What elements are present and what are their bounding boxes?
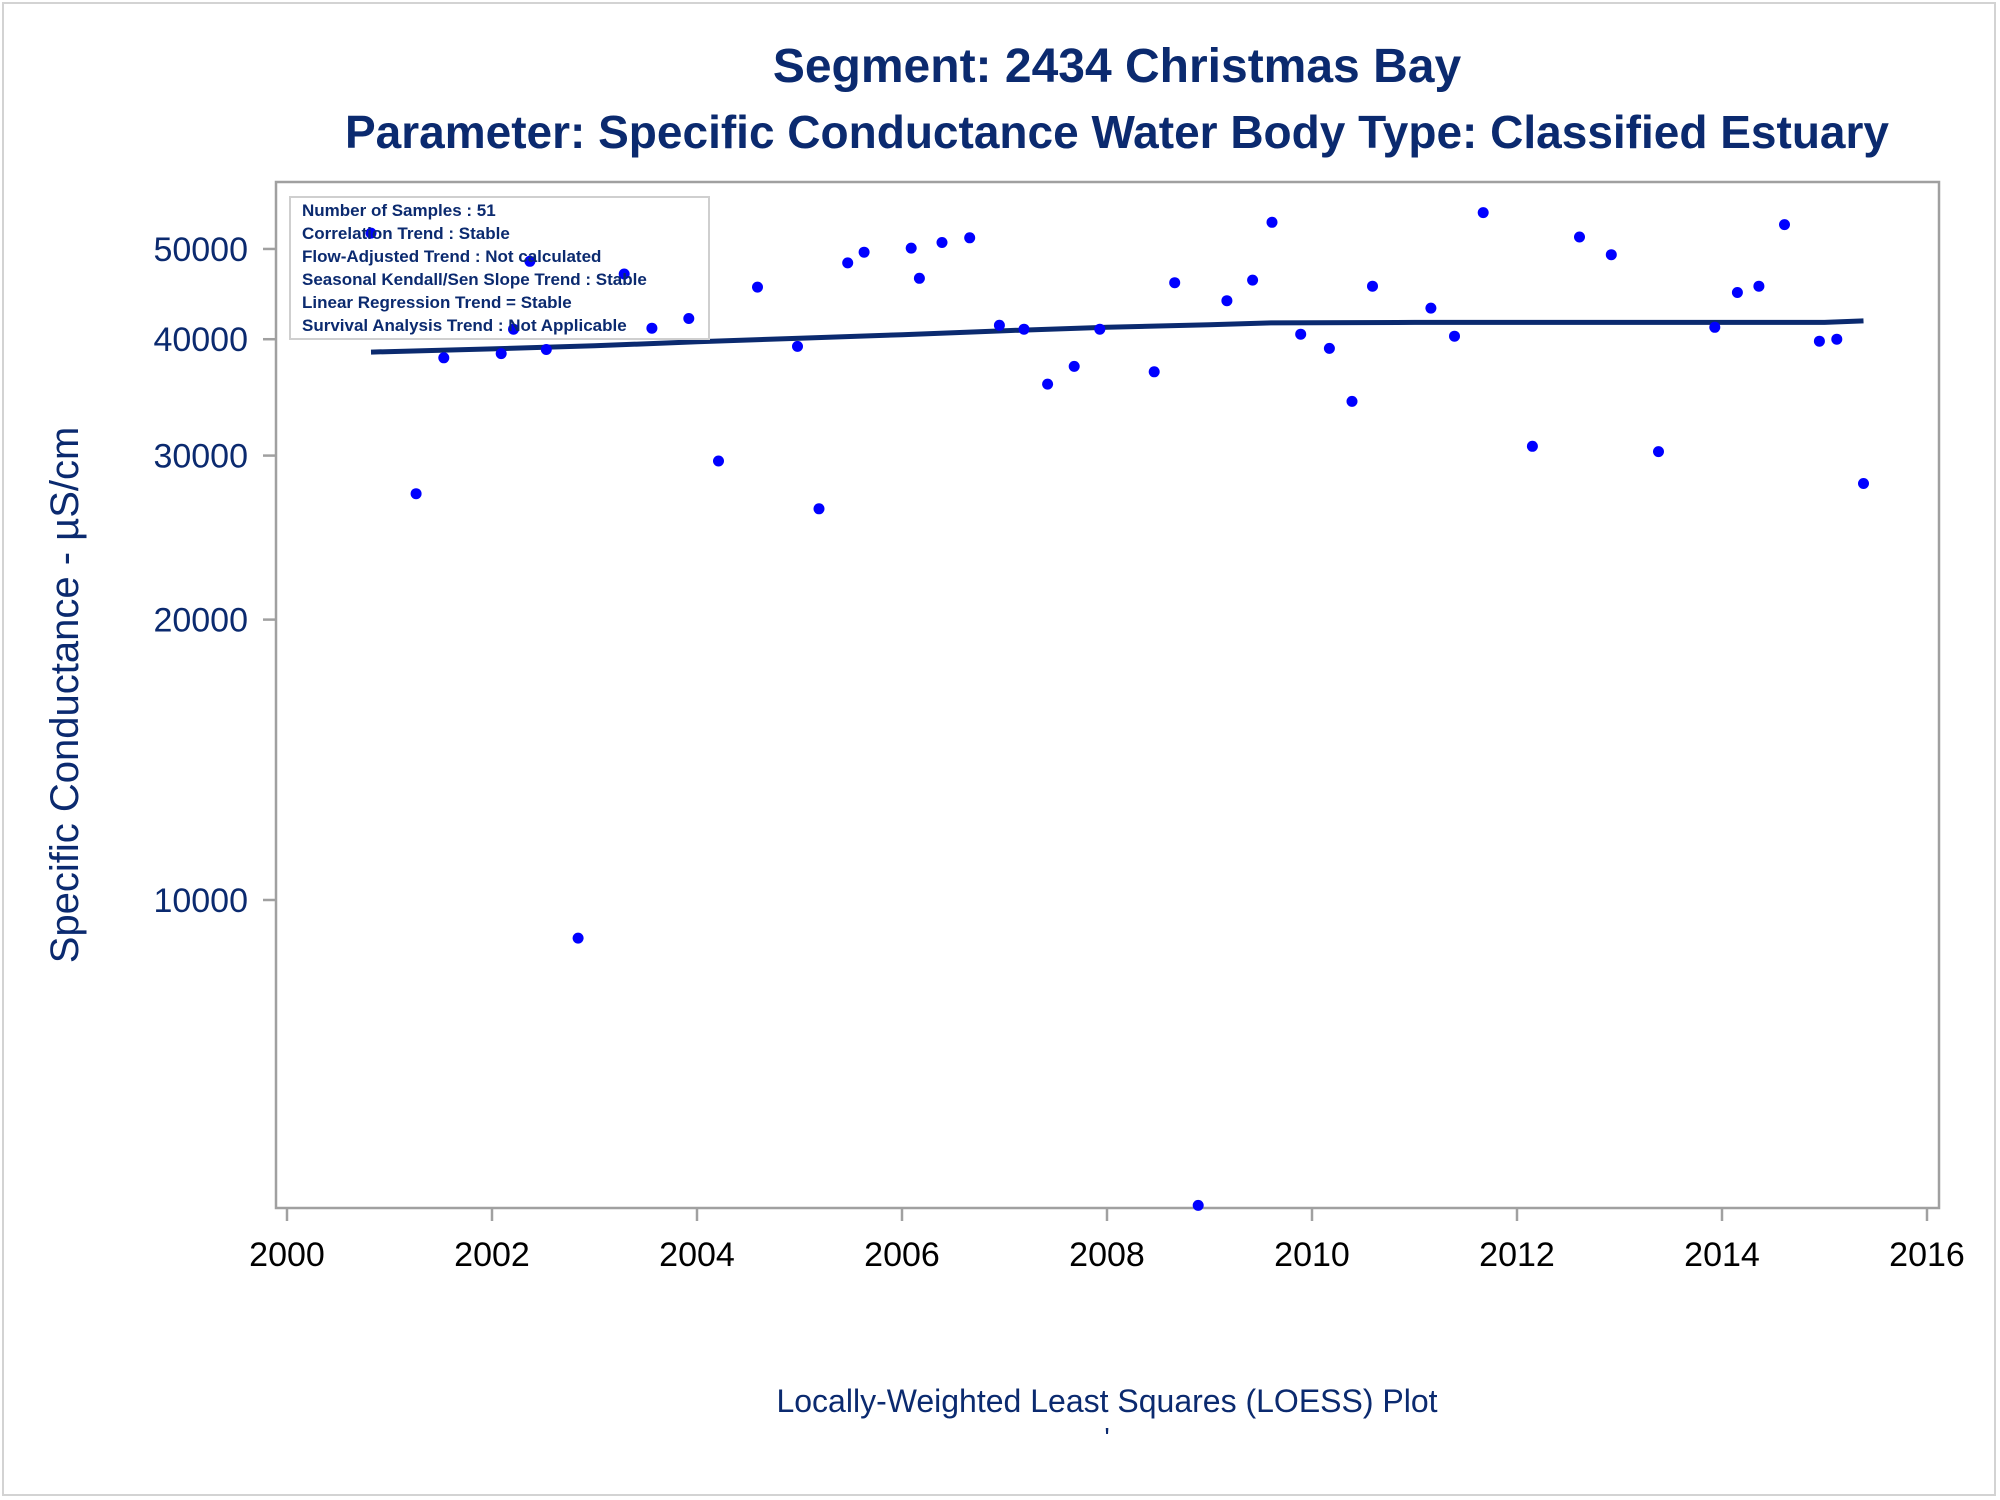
data-point [540,344,552,355]
data-point [1169,277,1181,289]
data-point [1605,249,1617,261]
x-tick-label: 2008 [1069,1236,1145,1274]
data-point [1813,335,1825,347]
data-point [936,237,948,248]
stats-line: Linear Regression Trend = Stable [302,293,572,312]
x-tick-label: 2004 [659,1236,735,1274]
x-tick-label: 2012 [1479,1236,1555,1274]
data-point [1526,440,1538,452]
stats-line: Seasonal Kendall/Sen Slope Trend : Stabl… [302,270,647,289]
data-point [438,352,450,364]
data-point [1346,395,1358,407]
data-point [1831,333,1843,345]
data-point [1148,366,1160,378]
data-points [365,207,1869,1211]
y-tick-label: 10000 [153,882,248,920]
footnote: Locally-Weighted Least Squares (LOESS) P… [776,1383,1437,1419]
data-point [792,340,803,352]
stats-line: Correlation Trend : Stable [302,224,510,243]
data-point [905,242,917,254]
data-point [572,932,584,944]
chart-title: Segment: 2434 Christmas Bay [773,40,1462,93]
x-tick-label: 2016 [1889,1236,1965,1274]
data-point [1653,446,1664,458]
data-point [752,281,763,293]
data-point [813,503,825,515]
data-point [1574,231,1585,243]
data-point [1779,219,1790,231]
x-axis: 2000 2002 2004 2006 2008 2010 2012 2014 2016 [249,1208,1965,1274]
loess-trend-line [370,318,1864,355]
data-point [964,232,976,244]
data-point [1094,323,1106,335]
stats-line: Survival Analysis Trend : Not Applicable [302,316,627,335]
data-point [913,272,925,284]
data-point [1323,342,1335,354]
data-point [1477,207,1489,219]
y-tick-label: 40000 [153,321,248,359]
data-point [993,319,1005,331]
data-point [1367,280,1378,292]
stats-line: Flow-Adjusted Trend : Not calculated [302,247,601,266]
data-point [646,322,658,334]
x-tick-label: 2002 [454,1236,530,1274]
data-point [365,227,377,239]
y-tick-label: 20000 [153,602,248,640]
data-point [1425,302,1437,314]
data-point [1709,321,1721,333]
y-axis: 10000 20000 30000 40000 50000 [153,231,276,920]
footnote-mark: ' [1104,1422,1109,1453]
x-tick-label: 2006 [864,1236,940,1274]
data-point [1295,328,1307,340]
data-point [1042,378,1054,390]
data-point [524,255,536,267]
data-point [495,348,507,360]
data-point [842,257,854,269]
x-tick-label: 2010 [1274,1236,1350,1274]
stats-legend-box: Number of Samples : 51 Correlation Trend… [289,196,710,340]
data-point [1266,216,1278,228]
y-tick-label: 30000 [153,438,248,476]
x-tick-label: 2000 [249,1236,325,1274]
data-point [1449,330,1460,342]
data-point [410,488,422,500]
data-point [1731,287,1743,298]
x-tick-label: 2014 [1684,1236,1760,1274]
data-point [1018,323,1030,335]
data-point [713,455,724,467]
data-point [1192,1199,1204,1211]
chart-subtitle: Parameter: Specific Conductance Water Bo… [345,106,1889,158]
plot-area [274,180,1941,1210]
data-point [858,246,870,258]
data-point [618,268,630,280]
y-tick-label: 50000 [153,231,248,269]
data-point [683,313,695,324]
data-point [1068,360,1080,372]
y-axis-label: Specific Conductance - µS/cm [43,427,87,964]
stats-line: Number of Samples : 51 [302,201,496,220]
data-point [508,323,519,335]
data-point [1247,274,1259,286]
data-point [1221,295,1233,307]
stats-box-border [289,196,710,340]
loess-line-path [370,318,1864,355]
data-point [1858,478,1869,489]
data-point [1753,280,1765,292]
